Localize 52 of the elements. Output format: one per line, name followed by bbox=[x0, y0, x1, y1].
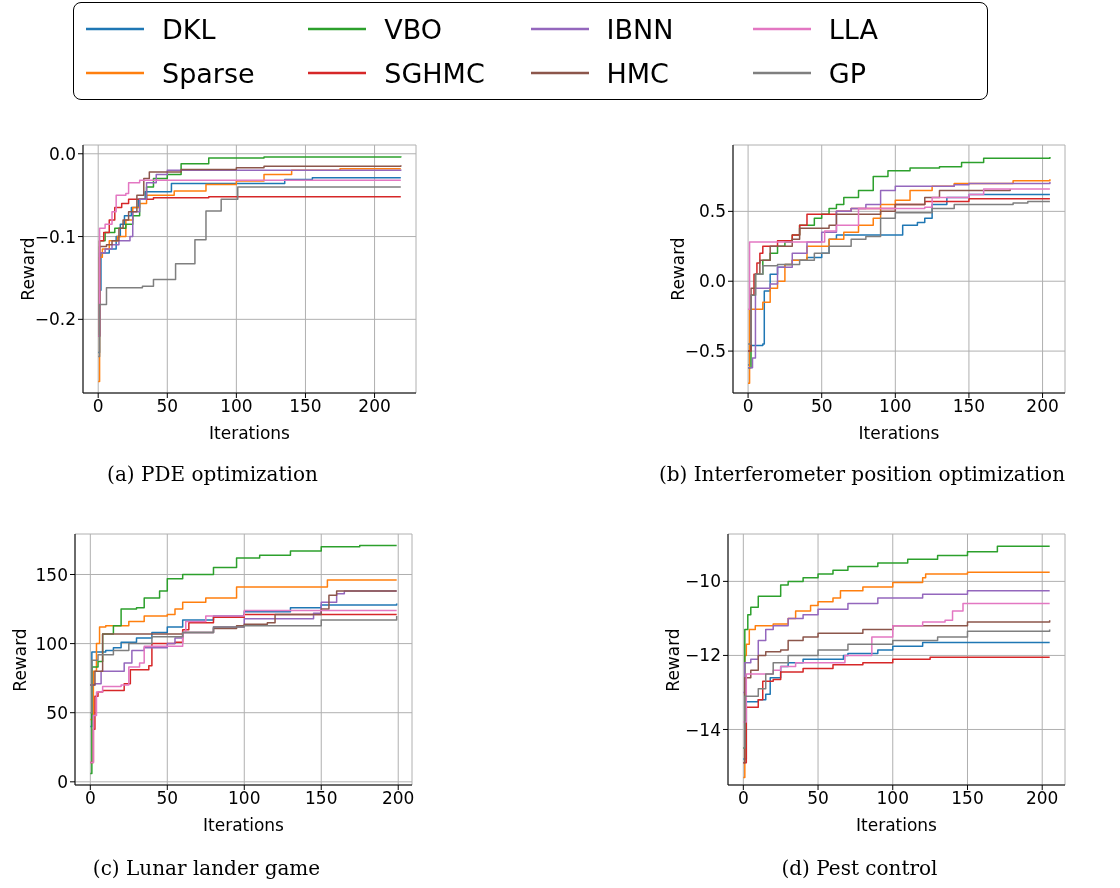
x-tick-label: 200 bbox=[1025, 788, 1059, 809]
y-tick-label: 0.5 bbox=[698, 201, 726, 222]
x-tick-label: 200 bbox=[358, 396, 391, 417]
x-tick-label: 0 bbox=[737, 788, 749, 809]
y-axis-title: Reward bbox=[668, 237, 688, 301]
legend-label: IBNN bbox=[606, 13, 674, 45]
legend-label: GP bbox=[828, 57, 866, 89]
x-tick-label: 50 bbox=[807, 788, 829, 809]
x-tick-label: 50 bbox=[156, 788, 179, 809]
y-tick-label: −0.2 bbox=[34, 309, 76, 330]
y-tick-label: −14 bbox=[685, 719, 721, 740]
x-tick-label: 50 bbox=[156, 396, 179, 417]
legend-label: LLA bbox=[828, 13, 878, 45]
legend-label: VBO bbox=[384, 13, 443, 45]
text: (c) Lunar lander game bbox=[92, 856, 321, 880]
text: (b) Interferometer position optimization bbox=[658, 462, 1066, 486]
y-tick-label: 150 bbox=[35, 564, 68, 585]
x-axis-title: Iterations bbox=[209, 423, 291, 443]
x-tick-label: 100 bbox=[220, 396, 253, 417]
x-tick-label: 200 bbox=[381, 788, 415, 809]
y-tick-label: 100 bbox=[35, 633, 68, 654]
x-tick-label: 0 bbox=[92, 396, 104, 417]
x-tick-label: 150 bbox=[289, 396, 322, 417]
x-tick-label: 100 bbox=[876, 788, 909, 809]
x-tick-label: 200 bbox=[1026, 396, 1059, 417]
y-tick-label: −0.5 bbox=[684, 341, 726, 362]
x-tick-label: 100 bbox=[228, 788, 261, 809]
y-tick-label: −0.1 bbox=[34, 226, 76, 247]
text: (a) PDE optimization bbox=[107, 462, 318, 486]
y-tick-label: 0.0 bbox=[48, 143, 76, 164]
x-tick-label: 0 bbox=[742, 396, 754, 417]
legend-label: DKL bbox=[162, 13, 216, 45]
y-tick-label: −10 bbox=[685, 571, 721, 592]
x-tick-label: 0 bbox=[84, 788, 96, 809]
x-tick-label: 150 bbox=[305, 788, 338, 809]
legend-label: Sparse bbox=[162, 57, 255, 89]
x-axis-title: Iterations bbox=[856, 815, 938, 835]
y-tick-label: 0 bbox=[57, 771, 68, 792]
x-tick-label: 150 bbox=[951, 788, 984, 809]
y-axis-title: Reward bbox=[663, 627, 683, 692]
y-tick-label: 50 bbox=[46, 702, 68, 723]
x-axis-title: Iterations bbox=[203, 815, 285, 835]
x-tick-label: 150 bbox=[952, 396, 986, 417]
y-tick-label: −12 bbox=[685, 645, 721, 666]
y-tick-label: 0.0 bbox=[698, 271, 726, 292]
text: (d) Pest control bbox=[781, 856, 938, 880]
legend-label: HMC bbox=[606, 57, 669, 89]
x-tick-label: 100 bbox=[879, 396, 912, 417]
y-axis-title: Reward bbox=[10, 627, 30, 692]
x-tick-label: 50 bbox=[810, 396, 833, 417]
x-axis-title: Iterations bbox=[858, 423, 940, 443]
legend-label: SGHMC bbox=[384, 57, 485, 89]
